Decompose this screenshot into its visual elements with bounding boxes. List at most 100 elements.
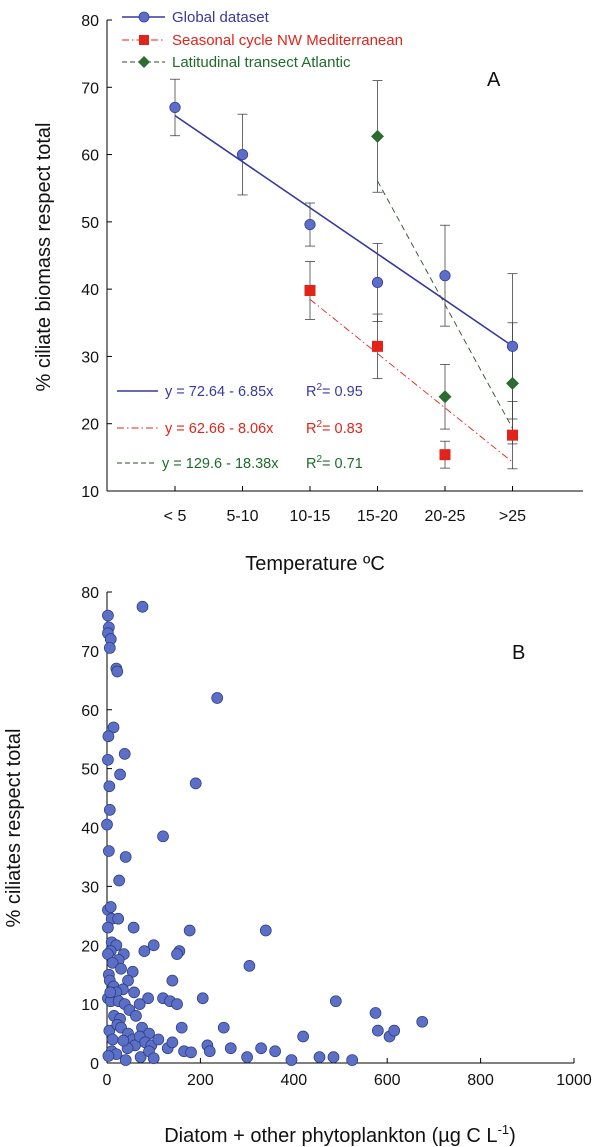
- legend-label-global: Global dataset: [172, 9, 270, 26]
- scatter-point: [102, 753, 114, 766]
- panel-a-x-tick-label: 10-15: [290, 508, 331, 525]
- scatter-point: [130, 1010, 142, 1022]
- data-point-mediterranean: [439, 449, 451, 461]
- panel-b-y-tick-label: 20: [81, 938, 99, 955]
- scatter-point: [122, 974, 134, 987]
- scatter-point: [119, 1054, 132, 1066]
- scatter-point: [217, 1021, 230, 1034]
- scatter-point: [388, 1024, 401, 1037]
- panel-a-x-tick-label: 5-10: [226, 508, 258, 525]
- scatter-point: [185, 1046, 197, 1059]
- panel-b-y-tick-label: 50: [81, 762, 99, 779]
- regression-line-0: [174, 114, 513, 347]
- panel-a-x-tick-label: 15-20: [357, 508, 398, 525]
- legend-marker-mediterranean: [139, 35, 149, 45]
- scatter-point: [112, 912, 125, 925]
- scatter-point: [166, 1036, 179, 1049]
- panel-a-y-tick-label: 70: [81, 80, 99, 97]
- legend-item-atlantic: Latitudinal transect Atlantic: [122, 54, 351, 71]
- scatter-point: [171, 948, 183, 960]
- scatter-point: [166, 974, 179, 987]
- equation-text-mediterranean: y = 62.66 - 8.06x: [165, 421, 274, 437]
- panel-a-x-tick-label: < 5: [164, 508, 187, 525]
- r2-value-global: = 0.95: [322, 384, 363, 400]
- scatter-point: [259, 924, 272, 937]
- panel-b-x-tick-label: 800: [467, 1072, 494, 1089]
- scatter-point: [142, 992, 154, 1005]
- panel-b-y-tick-label: 60: [81, 703, 99, 720]
- scatter-point: [102, 730, 115, 743]
- scatter-point: [171, 998, 183, 1010]
- data-point-atlantic: [506, 376, 519, 390]
- data-point-global: [371, 276, 384, 289]
- scatter-point: [255, 1042, 267, 1055]
- equation-text-atlantic: y = 129.6 - 18.38x: [162, 456, 279, 472]
- panel-a-x-axis-title: Temperature ºC: [245, 553, 385, 575]
- panel-a-x-tick-label: 20-25: [425, 508, 466, 525]
- r2-value-mediterranean: = 0.83: [322, 421, 363, 437]
- panel-b-y-tick-label: 70: [81, 644, 99, 661]
- panel-b-data-points: [101, 600, 429, 1066]
- data-point-global: [236, 148, 249, 161]
- scatter-point: [101, 818, 113, 831]
- panel-b-scatter-chart: 0 10 20 30 40 50 60 70 80 0 200 400 600 800 1000 B Di…: [3, 585, 592, 1147]
- scatter-point: [102, 921, 114, 934]
- scatter-point: [102, 1050, 115, 1062]
- panel-b-x-tick-label: 400: [280, 1072, 307, 1089]
- scatter-point: [107, 721, 120, 734]
- legend-label-mediterranean: Seasonal cycle NW Mediterranean: [172, 32, 403, 49]
- panel-a-line-chart: 10 20 30 40 50 60 70 80 < 5 5-10 10-15 15-20 20-25 >…: [33, 9, 583, 575]
- scatter-point: [103, 780, 116, 793]
- panel-b-x-axis-title-text: Diatom + other phytoplankton (µg C L: [164, 1125, 497, 1147]
- scatter-point: [106, 957, 119, 969]
- panel-a-y-tick-label: 80: [81, 13, 99, 30]
- panel-b-y-tick-label: 30: [81, 879, 99, 896]
- legend-item-mediterranean: Seasonal cycle NW Mediterranean: [122, 32, 403, 49]
- scatter-point: [241, 1051, 253, 1063]
- scatter-point: [203, 1045, 216, 1058]
- panel-b-x-axis-title-end: ): [509, 1125, 516, 1147]
- scatter-point: [157, 830, 169, 843]
- scatter-point: [102, 609, 114, 622]
- panel-b-y-tick-label: 10: [81, 997, 99, 1014]
- scatter-point: [103, 642, 116, 654]
- scatter-point: [138, 945, 151, 957]
- scatter-point: [175, 1021, 188, 1034]
- panel-a-label: A: [487, 69, 501, 91]
- scatter-point: [196, 992, 209, 1005]
- panel-b-x-tick-label: 1000: [556, 1072, 592, 1089]
- scatter-point: [128, 986, 140, 999]
- scatter-point: [113, 874, 125, 887]
- scatter-point: [127, 921, 140, 934]
- scatter-point: [104, 986, 117, 999]
- scatter-point: [133, 998, 146, 1010]
- scatter-point: [134, 1051, 147, 1063]
- panel-a-regression-lines: [174, 114, 513, 463]
- panel-a-y-tick-label: 40: [81, 282, 99, 299]
- panel-a-y-tick-label: 50: [81, 215, 99, 232]
- panel-b-x-axis-title-sup: -1: [498, 1122, 510, 1137]
- scatter-point: [269, 1045, 281, 1058]
- panel-a-y-tick-label: 10: [81, 484, 99, 501]
- legend-item-global: Global dataset: [122, 9, 270, 26]
- scatter-point: [103, 845, 115, 857]
- scatter-point: [285, 1054, 298, 1066]
- data-point-mediterranean: [507, 429, 518, 441]
- scatter-point: [111, 665, 124, 678]
- data-point-global: [169, 101, 181, 114]
- panel-a-y-axis-title: % ciliate biomass respect total: [33, 122, 55, 391]
- panel-a-y-tick-label: 60: [81, 148, 99, 165]
- scatter-point: [297, 1030, 309, 1043]
- data-point-global: [304, 218, 316, 231]
- scatter-point: [224, 1042, 237, 1055]
- data-point-mediterranean: [304, 284, 316, 296]
- panel-b-y-tick-label: 0: [90, 1056, 99, 1073]
- panel-a-x-tick-label: >25: [499, 508, 526, 525]
- r2-value-atlantic: = 0.71: [322, 456, 363, 472]
- r2-global: R2= 0.95: [306, 382, 363, 400]
- data-point-atlantic: [371, 129, 384, 143]
- equation-text-global: y = 72.64 - 6.85x: [165, 384, 274, 400]
- equation-mediterranean: y = 62.66 - 8.06x R2= 0.83: [117, 419, 363, 437]
- legend-marker-global: [138, 11, 150, 23]
